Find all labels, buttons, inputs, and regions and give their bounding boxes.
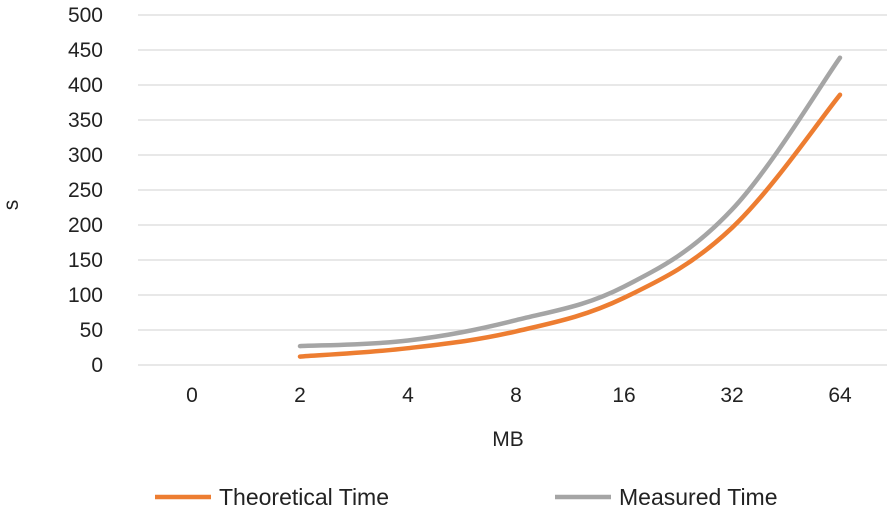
- x-tick-label: 32: [720, 384, 743, 407]
- y-tick-label: 50: [80, 319, 103, 342]
- x-axis-tick-labels: 0 2 4 8 16 32 64: [186, 384, 852, 407]
- series-line-measured-time: [297, 55, 843, 349]
- legend-label-theoretical-time: Theoretical Time: [219, 484, 389, 510]
- x-tick-label: 2: [294, 384, 306, 407]
- y-tick-label: 400: [68, 74, 103, 97]
- legend: Theoretical Time Measured Time: [155, 484, 778, 510]
- x-tick-label: 4: [402, 384, 414, 407]
- y-tick-label: 150: [68, 249, 103, 272]
- x-tick-label: 0: [186, 384, 198, 407]
- series-line-theoretical-time: [297, 92, 843, 359]
- legend-label-measured-time: Measured Time: [619, 484, 778, 510]
- x-tick-label: 64: [828, 384, 852, 407]
- y-tick-label: 300: [68, 144, 103, 167]
- y-tick-label: 500: [68, 4, 103, 27]
- y-tick-label: 350: [68, 109, 103, 132]
- series-lines: [297, 55, 843, 359]
- grid-lines: [138, 14, 887, 366]
- y-tick-label: 250: [68, 179, 103, 202]
- x-tick-label: 8: [510, 384, 522, 407]
- x-axis-title: MB: [492, 428, 524, 451]
- y-axis-tick-labels: 0 50 100 150 200 250 300 350 400 450 500: [68, 4, 103, 377]
- y-axis-title: s: [0, 200, 23, 211]
- y-tick-label: 0: [91, 354, 103, 377]
- x-tick-label: 16: [612, 384, 635, 407]
- y-tick-label: 200: [68, 214, 103, 237]
- y-tick-label: 450: [68, 39, 103, 62]
- y-tick-label: 100: [68, 284, 103, 307]
